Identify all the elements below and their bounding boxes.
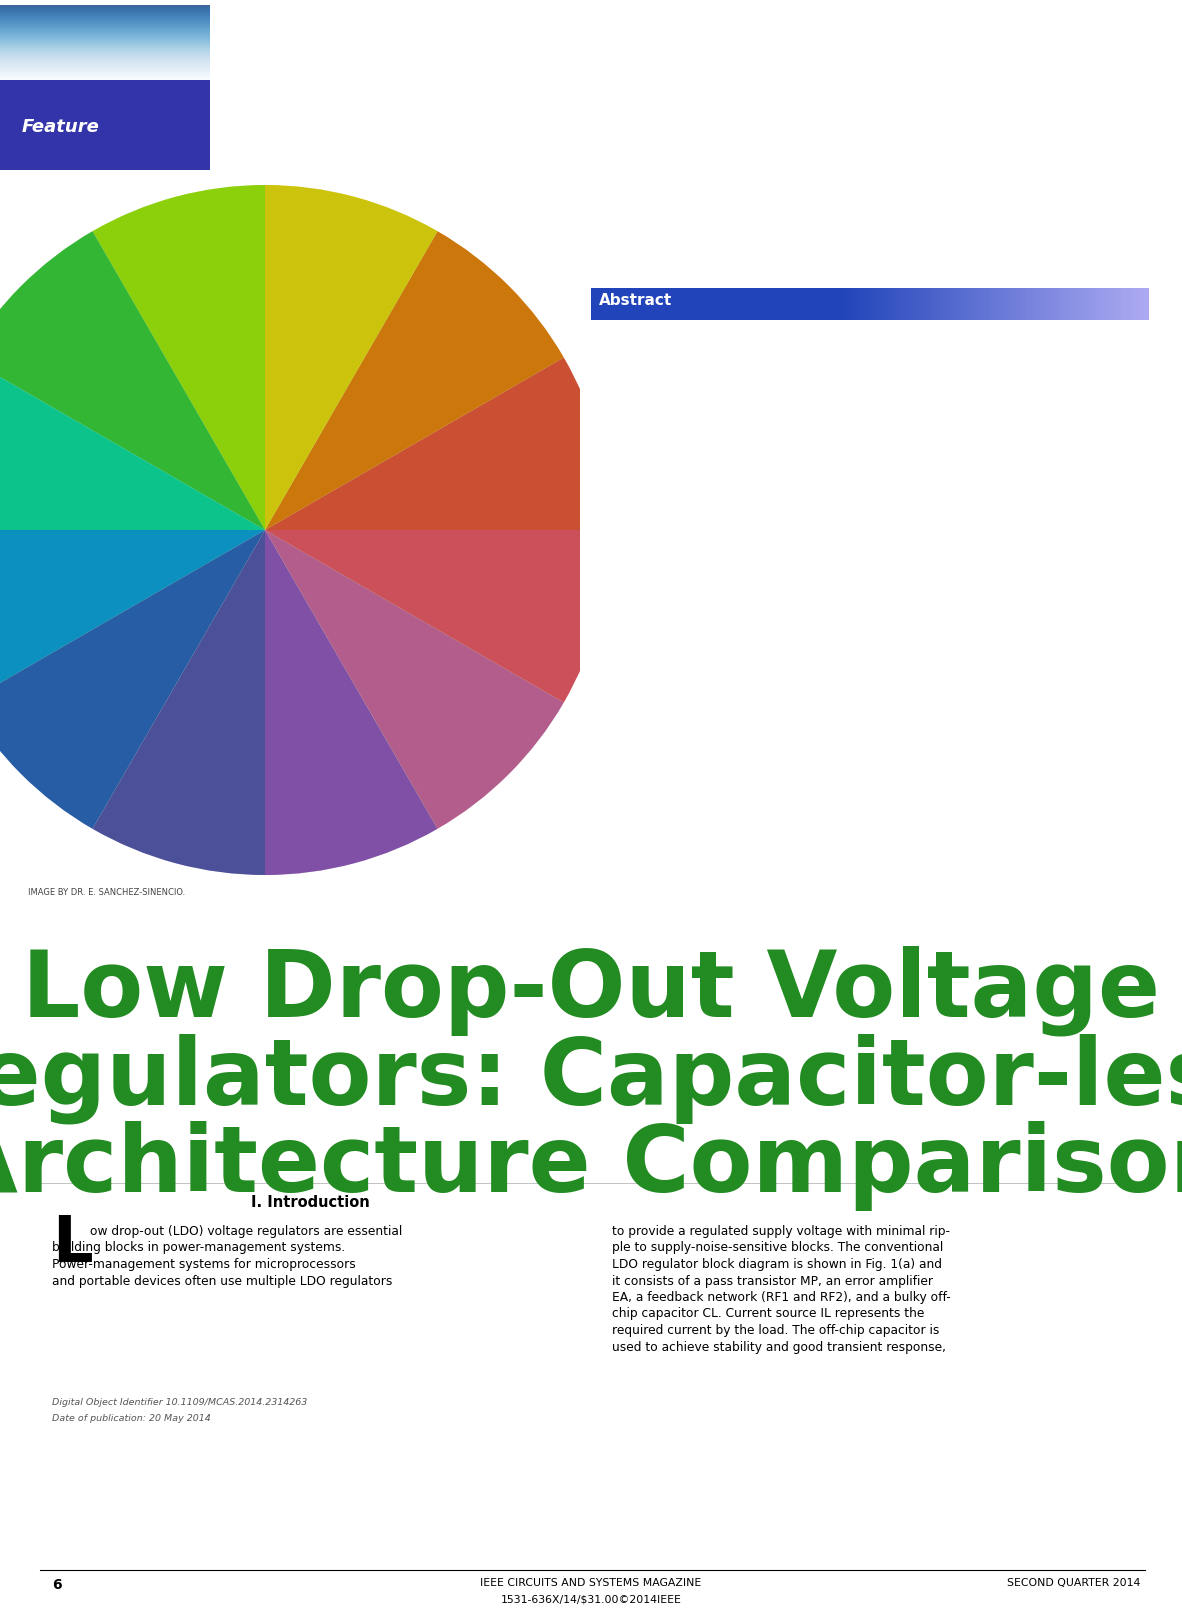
Text: IMAGE BY DR. E. SANCHEZ-SINENCIO.: IMAGE BY DR. E. SANCHEZ-SINENCIO.	[28, 889, 186, 897]
Text: Architecture Comparison: Architecture Comparison	[0, 1121, 1182, 1211]
Text: 1531-636X/14/$31.00©2014IEEE: 1531-636X/14/$31.00©2014IEEE	[500, 1594, 682, 1603]
Text: less LDO (CL-LDO) regulators. Several: less LDO (CL-LDO) regulators. Several	[930, 411, 1149, 424]
Text: to provide a regulated supply voltage with minimal rip-: to provide a regulated supply voltage wi…	[612, 1224, 950, 1239]
Wedge shape	[0, 531, 265, 829]
Text: 6: 6	[52, 1578, 61, 1592]
Text: Demand for system-on-chip solutions: Demand for system-on-chip solutions	[934, 327, 1149, 340]
Wedge shape	[265, 531, 610, 703]
Text: ow drop-out (LDO) voltage regulators are essential: ow drop-out (LDO) voltage regulators are…	[90, 1224, 402, 1239]
Text: (3) line/load transient, (4) total on-chip compensation: (3) line/load transient, (4) total on-ch…	[839, 613, 1149, 626]
Text: capacitance, (5) noise, and (6) quiescent power con-: capacitance, (5) noise, and (6) quiescen…	[845, 631, 1149, 644]
Text: not require a bulky off-chip capacitor to: not require a bulky off-chip capacitor t…	[921, 379, 1149, 392]
Text: CL-LDOs in a unified matter. We designed,: CL-LDOs in a unified matter. We designed…	[905, 513, 1149, 526]
Text: ple to supply-noise-sensitive blocks. The conventional: ple to supply-noise-sensitive blocks. Th…	[612, 1242, 943, 1255]
Text: Regulators: Capacitor-less: Regulators: Capacitor-less	[0, 1032, 1182, 1124]
Wedge shape	[0, 231, 265, 531]
Wedge shape	[0, 358, 265, 531]
Text: Joselyn Torres, Mohamed El-Nozahi,: Joselyn Torres, Mohamed El-Nozahi,	[768, 118, 1004, 131]
Text: building blocks in power-management systems.: building blocks in power-management syst…	[52, 1242, 345, 1255]
Text: design conditions using 0.6μm CMOS technol-: design conditions using 0.6μm CMOS techn…	[885, 563, 1149, 576]
Text: required current by the load. The off-chip capacitor is: required current by the load. The off-ch…	[612, 1324, 940, 1337]
Bar	[580, 0, 1182, 910]
Text: architectures proves difficult, as each: architectures proves difficult, as each	[931, 463, 1149, 476]
Wedge shape	[265, 231, 564, 531]
Text: Ahmed Amer, Seenu Gopalraju,: Ahmed Amer, Seenu Gopalraju,	[781, 140, 992, 153]
Text: however comparing these reported: however comparing these reported	[946, 445, 1149, 458]
Wedge shape	[265, 185, 437, 531]
Bar	[591, 289, 842, 319]
Text: and portable devices often use multiple LDO regulators: and portable devices often use multiple …	[52, 1274, 392, 1287]
Wedge shape	[265, 531, 437, 874]
Text: IEEE CIRCUITS AND SYSTEMS MAGAZINE: IEEE CIRCUITS AND SYSTEMS MAGAZINE	[480, 1578, 702, 1589]
Wedge shape	[265, 358, 610, 531]
Text: fabricated, and tested five illustrative: fabricated, and tested five illustrative	[931, 529, 1149, 542]
Text: Reza Abdullah, Kamran Entesari,: Reza Abdullah, Kamran Entesari,	[778, 165, 995, 177]
Text: ogy. We compare the architectures in terms of: ogy. We compare the architectures in ter…	[882, 581, 1149, 594]
Text: Feature: Feature	[22, 118, 99, 135]
Text: L: L	[52, 1213, 92, 1274]
Text: architectures have been proposed;: architectures have been proposed;	[948, 429, 1149, 442]
Text: CL-LDO regulator topologies under common: CL-LDO regulator topologies under common	[896, 547, 1149, 560]
Wedge shape	[0, 531, 265, 703]
Bar	[0, 0, 1182, 5]
Text: LDO regulator block diagram is shown in Fig. 1(a) and: LDO regulator block diagram is shown in …	[612, 1258, 942, 1271]
Circle shape	[0, 185, 610, 874]
Text: out (LDO) voltage regulators which do: out (LDO) voltage regulators which do	[929, 361, 1149, 374]
Text: Digital Object Identifier 10.1109/MCAS.2014.2314263: Digital Object Identifier 10.1109/MCAS.2…	[52, 1398, 307, 1407]
Text: sumption. Insights on what optimal topology to choose: sumption. Insights on what optimal topol…	[832, 647, 1149, 660]
Text: and Edgar Sánchez-Sinencio: and Edgar Sánchez-Sinencio	[791, 187, 981, 200]
Bar	[0, 81, 210, 169]
Text: used to achieve stability and good transient response,: used to achieve stability and good trans…	[612, 1340, 946, 1353]
Text: Abstract: Abstract	[599, 294, 673, 308]
Text: to meet particular LDO specifications are provided.: to meet particular LDO specifications ar…	[853, 665, 1149, 677]
Text: (1) line/load regulation, (2) power supply rejection,: (1) line/load regulation, (2) power supp…	[856, 597, 1149, 610]
Text: achieve stability, also called capacitor-: achieve stability, also called capacitor…	[924, 395, 1149, 408]
Wedge shape	[92, 185, 265, 531]
Text: has a distinct process technology and: has a distinct process technology and	[931, 479, 1149, 492]
Text: it consists of a pass transistor MP, an error amplifier: it consists of a pass transistor MP, an …	[612, 1274, 933, 1287]
Text: Low Drop-Out Voltage: Low Drop-Out Voltage	[22, 945, 1160, 1036]
Text: EA, a feedback network (RF1 and RF2), and a bulky off-: EA, a feedback network (RF1 and RF2), an…	[612, 1290, 950, 1303]
Wedge shape	[92, 531, 265, 874]
Text: Date of publication: 20 May 2014: Date of publication: 20 May 2014	[52, 1415, 210, 1423]
Text: specifications.  This paper compares: specifications. This paper compares	[939, 497, 1149, 510]
Text: Power-management systems for microprocessors: Power-management systems for microproces…	[52, 1258, 356, 1271]
Text: I. Introduction: I. Introduction	[251, 1195, 369, 1210]
Text: has increased the interest in low drop-: has increased the interest in low drop-	[927, 345, 1149, 358]
Wedge shape	[265, 531, 564, 829]
Text: chip capacitor CL. Current source IL represents the: chip capacitor CL. Current source IL rep…	[612, 1308, 924, 1321]
Text: SECOND QUARTER 2014: SECOND QUARTER 2014	[1007, 1578, 1139, 1589]
